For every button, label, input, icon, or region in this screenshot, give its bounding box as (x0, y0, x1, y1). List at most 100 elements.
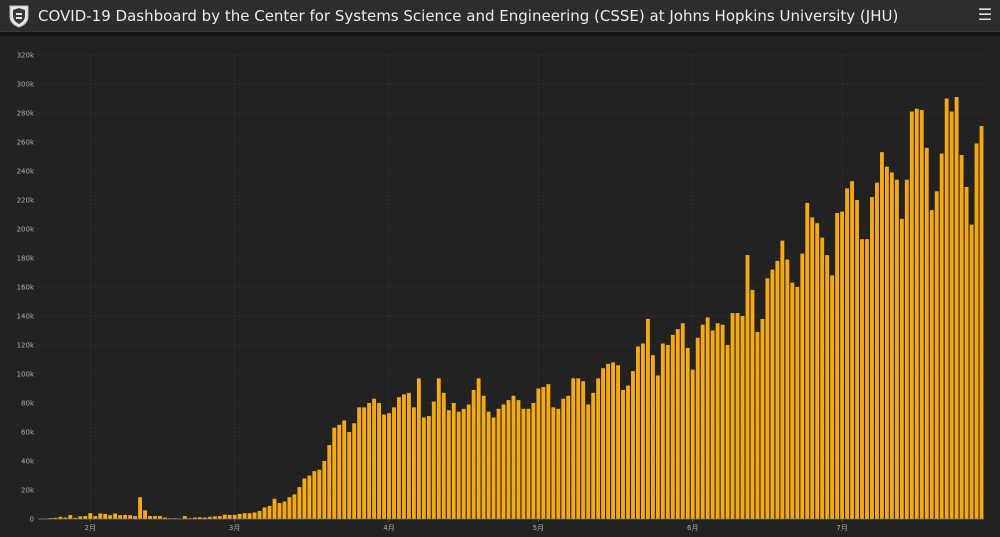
bar[interactable] (242, 513, 247, 519)
bar[interactable] (73, 517, 78, 519)
bar[interactable] (740, 316, 745, 519)
bar[interactable] (745, 255, 750, 519)
bar[interactable] (347, 432, 352, 519)
bar[interactable] (551, 407, 556, 519)
bar[interactable] (974, 143, 979, 519)
bar[interactable] (815, 223, 820, 519)
bar[interactable] (820, 237, 825, 519)
bar[interactable] (392, 407, 396, 519)
bar[interactable] (531, 403, 536, 519)
bar[interactable] (277, 503, 282, 519)
bar[interactable] (825, 255, 830, 519)
bar[interactable] (576, 378, 581, 519)
bar[interactable] (292, 494, 297, 519)
bar[interactable] (964, 186, 969, 519)
bar[interactable] (526, 408, 531, 519)
bar[interactable] (402, 394, 406, 519)
bar[interactable] (337, 424, 342, 519)
bar[interactable] (755, 331, 760, 519)
bar[interactable] (750, 289, 755, 519)
bar[interactable] (471, 389, 476, 519)
bar[interactable] (491, 417, 496, 520)
bar[interactable] (879, 152, 884, 519)
bar[interactable] (720, 324, 725, 519)
bar[interactable] (192, 517, 197, 519)
bar[interactable] (561, 398, 566, 519)
bar[interactable] (227, 514, 232, 519)
bar[interactable] (367, 403, 372, 519)
bar[interactable] (830, 275, 835, 519)
bar[interactable] (566, 395, 571, 519)
bar[interactable] (461, 408, 466, 519)
bar[interactable] (904, 179, 909, 519)
bar[interactable] (362, 407, 367, 519)
bar[interactable] (546, 384, 551, 519)
bar[interactable] (775, 260, 780, 519)
bar[interactable] (158, 516, 162, 519)
bar[interactable] (705, 317, 710, 519)
bar[interactable] (456, 411, 461, 519)
bar[interactable] (665, 345, 670, 519)
bar[interactable] (217, 516, 222, 519)
bar[interactable] (700, 324, 705, 519)
bar[interactable] (865, 239, 869, 519)
bar[interactable] (317, 469, 322, 519)
bar[interactable] (113, 513, 118, 519)
bar[interactable] (690, 369, 695, 519)
bar[interactable] (621, 389, 625, 519)
bar[interactable] (870, 197, 874, 519)
bar[interactable] (730, 313, 735, 519)
bar[interactable] (187, 518, 192, 519)
bar[interactable] (934, 191, 939, 520)
bar[interactable] (894, 179, 899, 519)
bar[interactable] (138, 497, 143, 519)
bar[interactable] (93, 516, 98, 519)
bar[interactable] (521, 408, 526, 519)
bar[interactable] (601, 368, 606, 519)
bar[interactable] (790, 282, 795, 519)
bar[interactable] (182, 516, 187, 519)
bar[interactable] (431, 401, 436, 519)
bar[interactable] (949, 111, 954, 520)
bar[interactable] (302, 478, 307, 519)
bar[interactable] (969, 224, 974, 519)
bar[interactable] (685, 347, 690, 519)
bar[interactable] (785, 259, 790, 519)
bar[interactable] (541, 387, 546, 519)
bar[interactable] (929, 210, 934, 519)
bar[interactable] (884, 166, 889, 519)
bar[interactable] (168, 518, 172, 519)
bar[interactable] (128, 515, 133, 519)
bar[interactable] (476, 378, 481, 519)
bar[interactable] (118, 515, 123, 519)
bar[interactable] (596, 378, 601, 519)
bar[interactable] (232, 514, 237, 519)
bar[interactable] (322, 461, 327, 519)
bar[interactable] (372, 398, 377, 519)
bar[interactable] (382, 414, 386, 519)
bar[interactable] (670, 334, 675, 519)
bar[interactable] (247, 513, 252, 519)
bar[interactable] (466, 404, 471, 519)
bar[interactable] (710, 330, 715, 520)
bar[interactable] (501, 404, 506, 519)
bar[interactable] (875, 182, 879, 519)
bar[interactable] (695, 337, 700, 519)
bar[interactable] (511, 395, 516, 519)
bar[interactable] (357, 407, 362, 519)
bar[interactable] (262, 507, 267, 519)
bar[interactable] (626, 385, 630, 519)
bar[interactable] (795, 287, 800, 519)
bar[interactable] (660, 343, 665, 519)
bar[interactable] (68, 515, 73, 519)
bar[interactable] (899, 218, 904, 519)
bar[interactable] (715, 323, 720, 519)
bar[interactable] (641, 343, 645, 519)
bar[interactable] (611, 362, 616, 519)
bar[interactable] (760, 318, 765, 519)
bar[interactable] (735, 313, 740, 519)
bar[interactable] (98, 513, 103, 519)
bar[interactable] (426, 416, 431, 519)
bar[interactable] (83, 516, 88, 519)
bar[interactable] (222, 514, 227, 519)
